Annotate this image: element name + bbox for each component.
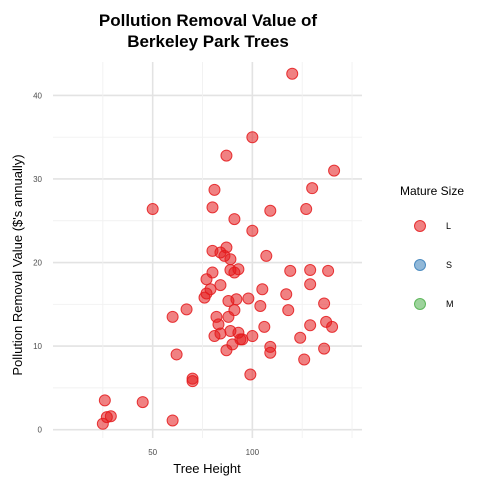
y-tick-label: 30 bbox=[33, 175, 42, 184]
data-point bbox=[246, 224, 259, 237]
data-point bbox=[220, 149, 233, 162]
legend-items: L S M bbox=[414, 220, 454, 310]
legend-label: S bbox=[446, 260, 452, 270]
data-point bbox=[236, 333, 249, 346]
data-point bbox=[264, 346, 277, 359]
data-point bbox=[304, 319, 317, 332]
data-point bbox=[204, 283, 217, 296]
data-point bbox=[136, 396, 149, 409]
data-point bbox=[298, 353, 311, 366]
data-point bbox=[258, 320, 271, 333]
legend-label: M bbox=[446, 299, 454, 309]
y-tick-label: 20 bbox=[33, 259, 42, 268]
data-point bbox=[254, 299, 267, 312]
data-point bbox=[232, 263, 245, 276]
x-tick-label: 50 bbox=[148, 448, 157, 457]
data-point bbox=[208, 183, 221, 196]
data-point bbox=[224, 253, 237, 266]
data-point bbox=[282, 304, 295, 317]
legend-title: Mature Size bbox=[400, 184, 464, 198]
data-point bbox=[98, 394, 111, 407]
data-point bbox=[206, 201, 219, 214]
data-point bbox=[214, 279, 227, 292]
data-point bbox=[326, 320, 339, 333]
data-point bbox=[306, 182, 319, 195]
data-point bbox=[318, 342, 331, 355]
data-point bbox=[246, 330, 259, 343]
data-points bbox=[96, 67, 341, 430]
x-axis-title: Tree Height bbox=[173, 461, 241, 476]
data-point bbox=[304, 278, 317, 291]
data-point bbox=[186, 375, 199, 388]
data-point bbox=[170, 348, 183, 361]
data-point bbox=[260, 249, 273, 262]
data-point bbox=[104, 410, 117, 423]
data-point bbox=[244, 368, 257, 381]
legend-key bbox=[414, 259, 426, 271]
y-tick-label: 10 bbox=[33, 342, 42, 351]
data-point bbox=[304, 264, 317, 277]
data-point bbox=[166, 414, 179, 427]
data-point bbox=[242, 292, 255, 305]
legend-key bbox=[414, 298, 426, 310]
data-point bbox=[318, 297, 331, 310]
legend-label: L bbox=[446, 221, 451, 231]
data-point bbox=[230, 293, 243, 306]
data-point bbox=[206, 266, 219, 279]
data-point bbox=[228, 213, 241, 226]
y-tick-label: 0 bbox=[38, 426, 43, 435]
data-point bbox=[294, 331, 307, 344]
data-point bbox=[228, 304, 241, 317]
data-point bbox=[246, 131, 259, 144]
data-point bbox=[322, 264, 335, 277]
data-point bbox=[328, 164, 341, 177]
data-point bbox=[300, 203, 313, 216]
data-point bbox=[280, 288, 293, 301]
x-tick-label: 100 bbox=[246, 448, 260, 457]
y-axis-title: Pollution Removal Value ($'s annually) bbox=[10, 154, 25, 375]
tick-labels: 0 10 20 30 40 50 100 bbox=[33, 91, 259, 457]
chart-title: Pollution Removal Value of Berkeley Park… bbox=[99, 11, 318, 51]
chart-title-line-2: Berkeley Park Trees bbox=[127, 32, 289, 51]
data-point bbox=[256, 283, 269, 296]
data-point bbox=[264, 204, 277, 217]
y-tick-label: 40 bbox=[33, 91, 42, 100]
legend: Mature Size L S M bbox=[400, 184, 464, 310]
data-point bbox=[220, 241, 233, 254]
chart-title-line-1: Pollution Removal Value of bbox=[99, 11, 318, 30]
data-point bbox=[166, 310, 179, 323]
legend-key bbox=[414, 220, 426, 232]
data-point bbox=[214, 327, 227, 340]
data-point bbox=[146, 203, 159, 216]
data-point bbox=[284, 264, 297, 277]
data-point bbox=[286, 67, 299, 80]
data-point bbox=[180, 303, 193, 316]
